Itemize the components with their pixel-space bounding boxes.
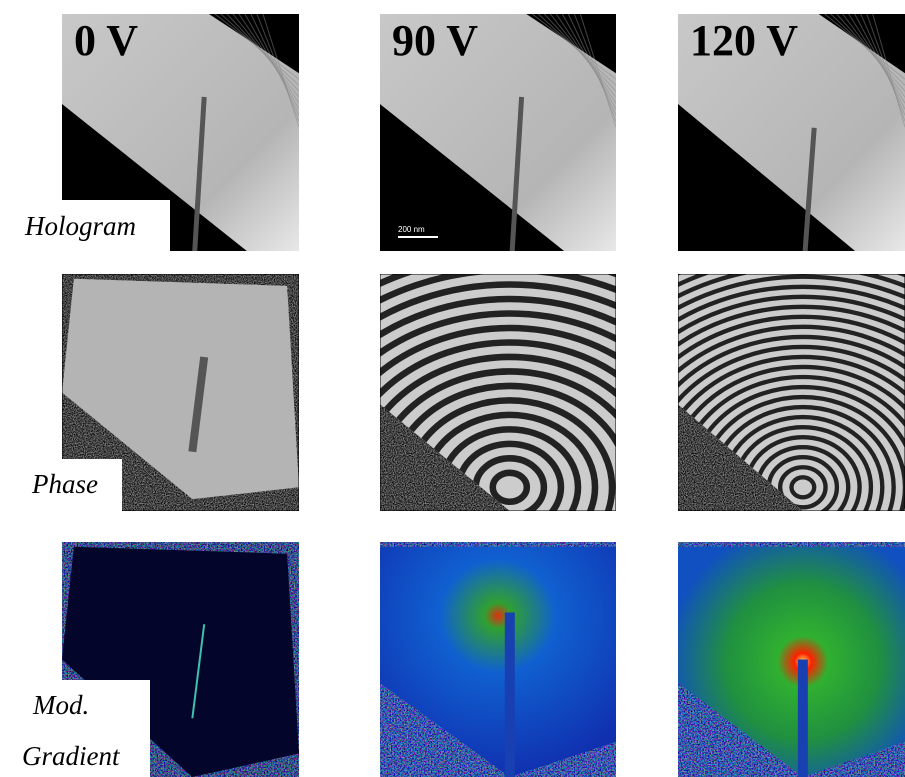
column-label: 120 V <box>690 16 798 65</box>
panel <box>380 542 616 777</box>
row-label: Mod. <box>32 690 89 720</box>
column-label: 0 V <box>74 16 138 65</box>
column-label: 90 V <box>392 16 478 65</box>
row-label: Phase <box>31 469 98 499</box>
scale-bar-label: 200 nm <box>398 225 425 234</box>
panel <box>678 542 905 777</box>
row-label: Gradient <box>22 741 121 771</box>
figure: 0 V 90 V 120 V Hologram Phase Mod. Gradient 200… <box>0 0 905 777</box>
row-label: Hologram <box>24 211 136 241</box>
